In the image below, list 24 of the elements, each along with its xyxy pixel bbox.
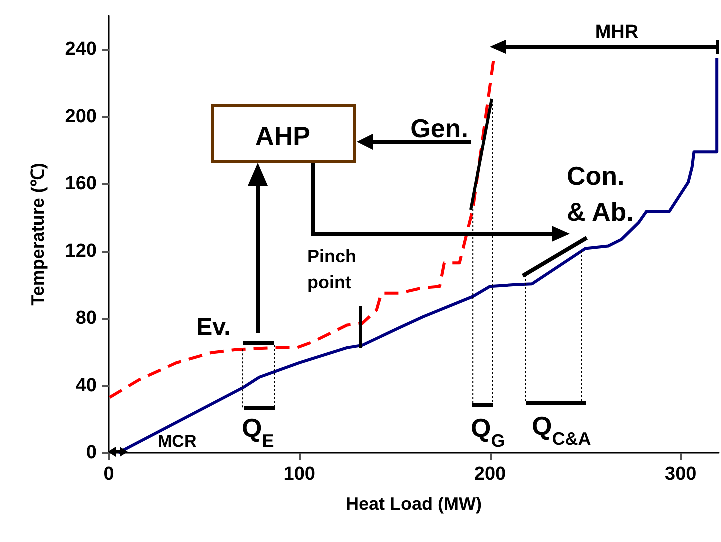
x-tick-label: 100 <box>284 464 316 485</box>
annotation: Ev. <box>196 314 231 342</box>
y-tick-label: 200 <box>65 106 97 128</box>
annotation: AHP <box>256 121 310 151</box>
annotation: MCR <box>158 432 197 451</box>
annotation: Pinch point <box>308 246 357 292</box>
x-axis-title: Heat Load (MW) <box>346 494 482 514</box>
y-tick-label: 240 <box>65 39 97 60</box>
annotation: Q$_{G}$ <box>471 413 506 451</box>
line-series <box>117 56 719 454</box>
annotation: MHR <box>595 22 639 43</box>
annotation: Con. & Ab. <box>566 160 634 227</box>
y-tick-label: 120 <box>65 240 97 262</box>
y-tick-label: 80 <box>76 308 97 330</box>
y-tick-label: 0 <box>86 442 97 464</box>
annotation: Q$_{E}$ <box>242 413 274 451</box>
annotation: Gen. <box>410 113 468 144</box>
y-tick-label: 160 <box>65 174 97 195</box>
x-tick-label: 300 <box>665 464 697 485</box>
y-tick-label: 40 <box>76 375 97 396</box>
y-axis-title: Temperature (℃) <box>28 163 48 306</box>
x-tick-label: 0 <box>104 464 114 485</box>
x-tick-label: 200 <box>474 464 506 485</box>
annotation: Q$_{C&A}$ <box>532 411 592 449</box>
